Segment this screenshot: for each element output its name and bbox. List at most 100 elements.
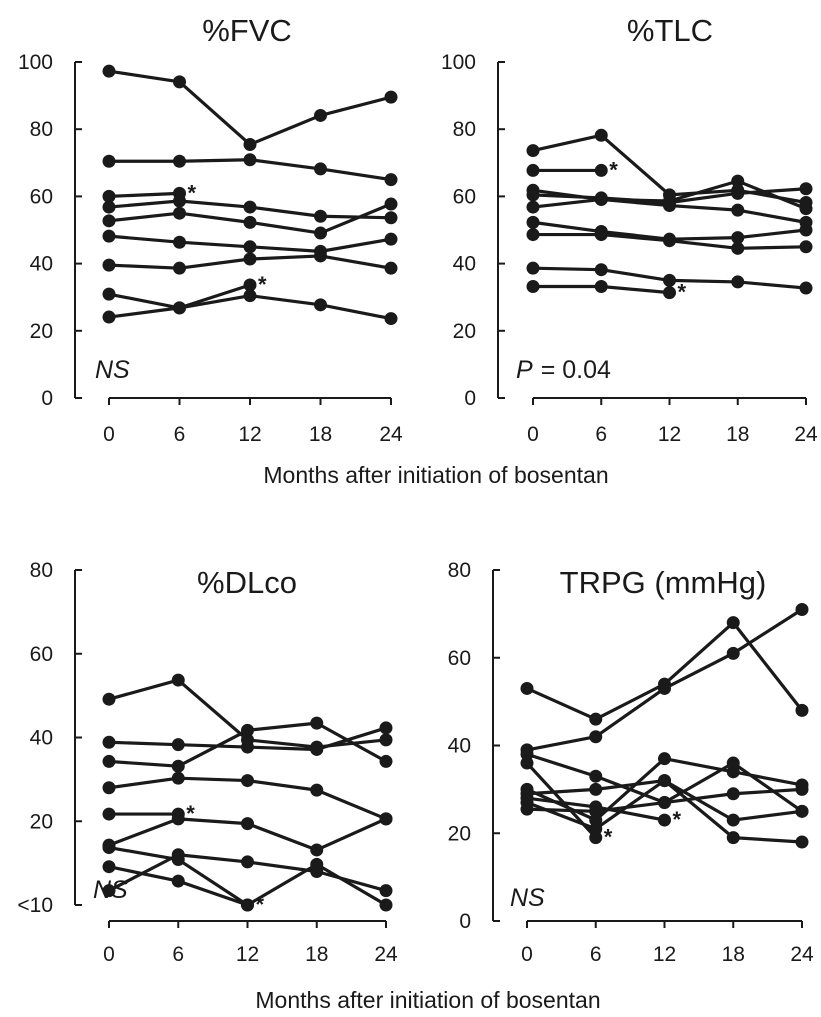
data-point xyxy=(310,716,324,730)
data-point xyxy=(102,781,116,795)
y-tick-label: <10 xyxy=(17,894,53,917)
data-point xyxy=(795,835,809,849)
x-tick-label: 18 xyxy=(309,423,332,446)
data-point xyxy=(526,280,540,294)
data-point xyxy=(310,783,324,797)
dropout-marker: * xyxy=(186,801,195,826)
y-tick-label: 40 xyxy=(448,735,471,758)
y-tick-label: 0 xyxy=(464,387,476,410)
data-point xyxy=(314,209,327,223)
y-tick-label: 20 xyxy=(453,320,476,343)
data-point xyxy=(310,843,324,857)
data-point xyxy=(731,231,745,245)
data-point xyxy=(384,232,398,246)
data-point xyxy=(526,261,540,275)
data-point xyxy=(526,228,540,242)
data-point xyxy=(243,200,257,214)
data-point xyxy=(526,163,540,177)
data-point xyxy=(799,281,813,295)
y-tick-label: 40 xyxy=(30,253,53,276)
data-point xyxy=(241,740,254,754)
data-point xyxy=(594,228,608,242)
data-point xyxy=(102,754,116,768)
data-point xyxy=(243,278,257,292)
y-tick-label: 40 xyxy=(30,727,53,750)
x-tick-label: 6 xyxy=(590,943,602,966)
data-point xyxy=(310,742,324,756)
data-point xyxy=(726,646,740,660)
data-point xyxy=(379,733,393,747)
data-point xyxy=(526,200,540,214)
y-tick-label: 0 xyxy=(459,910,471,933)
data-point xyxy=(726,813,740,827)
data-point xyxy=(526,215,540,229)
data-point xyxy=(102,310,116,324)
data-point xyxy=(379,721,393,735)
data-point xyxy=(314,226,327,240)
x-tick-label: 12 xyxy=(236,943,259,966)
dropout-marker: * xyxy=(609,157,618,182)
data-point xyxy=(173,301,186,315)
data-point xyxy=(726,616,740,630)
data-point xyxy=(243,215,257,229)
data-point xyxy=(799,182,813,196)
x-tick-label: 18 xyxy=(722,943,745,966)
data-point xyxy=(241,774,254,788)
data-point xyxy=(795,804,809,818)
data-point xyxy=(658,774,671,788)
data-point xyxy=(799,202,813,216)
data-point xyxy=(171,759,185,773)
data-point xyxy=(243,289,257,303)
data-point xyxy=(594,192,608,206)
x-tick-label: 6 xyxy=(174,423,186,446)
x-tick-label: 0 xyxy=(527,423,539,446)
data-point xyxy=(589,730,603,744)
data-point xyxy=(726,831,740,845)
chart-panel-1: 0 20 40 60 80 100 0 6 12 18 24 %FVC NS * * xyxy=(18,13,403,446)
data-point xyxy=(594,163,608,177)
x-tick-label: 12 xyxy=(238,423,261,446)
data-point xyxy=(243,240,257,254)
data-point xyxy=(379,884,393,898)
data-point xyxy=(102,735,116,749)
panel-title: %FVC xyxy=(202,13,292,48)
data-point xyxy=(384,173,398,187)
data-point xyxy=(379,754,393,768)
panel-title: TRPG (mmHg) xyxy=(560,565,767,600)
y-tick-label: 80 xyxy=(448,559,471,582)
x-tick-label: 18 xyxy=(305,943,328,966)
dropout-marker: * xyxy=(673,807,682,832)
data-point xyxy=(795,703,809,717)
data-point xyxy=(594,128,608,142)
data-point xyxy=(589,822,603,836)
y-tick-label: 60 xyxy=(30,185,53,208)
x-tick-label: 6 xyxy=(172,943,184,966)
y-tick-label: 60 xyxy=(453,185,476,208)
y-tick-label: 60 xyxy=(30,643,53,666)
significance-annotation: NS xyxy=(95,356,130,384)
data-point xyxy=(658,813,671,827)
y-tick-label: 0 xyxy=(41,387,53,410)
data-point xyxy=(520,802,534,816)
data-point xyxy=(731,186,745,200)
data-point xyxy=(102,189,116,203)
data-point xyxy=(171,738,185,752)
data-point xyxy=(173,206,186,220)
data-point xyxy=(731,174,745,188)
data-point xyxy=(384,312,398,326)
data-point xyxy=(314,249,327,263)
data-point xyxy=(173,235,186,249)
data-point xyxy=(314,162,327,176)
chart-panel-4: 0 20 40 60 80 0 6 12 18 24 TRPG (mmHg) NS * * xyxy=(448,559,814,966)
data-point xyxy=(795,782,809,796)
data-point xyxy=(589,769,603,783)
data-point xyxy=(799,223,813,237)
dropout-marker: * xyxy=(188,180,197,205)
y-tick-label: 100 xyxy=(441,51,476,74)
p-value-annotation: P = 0.04 xyxy=(516,356,611,384)
data-point xyxy=(520,681,534,695)
data-point xyxy=(171,874,185,888)
data-point xyxy=(241,723,254,737)
data-point xyxy=(171,848,185,862)
x-tick-label: 18 xyxy=(726,423,749,446)
